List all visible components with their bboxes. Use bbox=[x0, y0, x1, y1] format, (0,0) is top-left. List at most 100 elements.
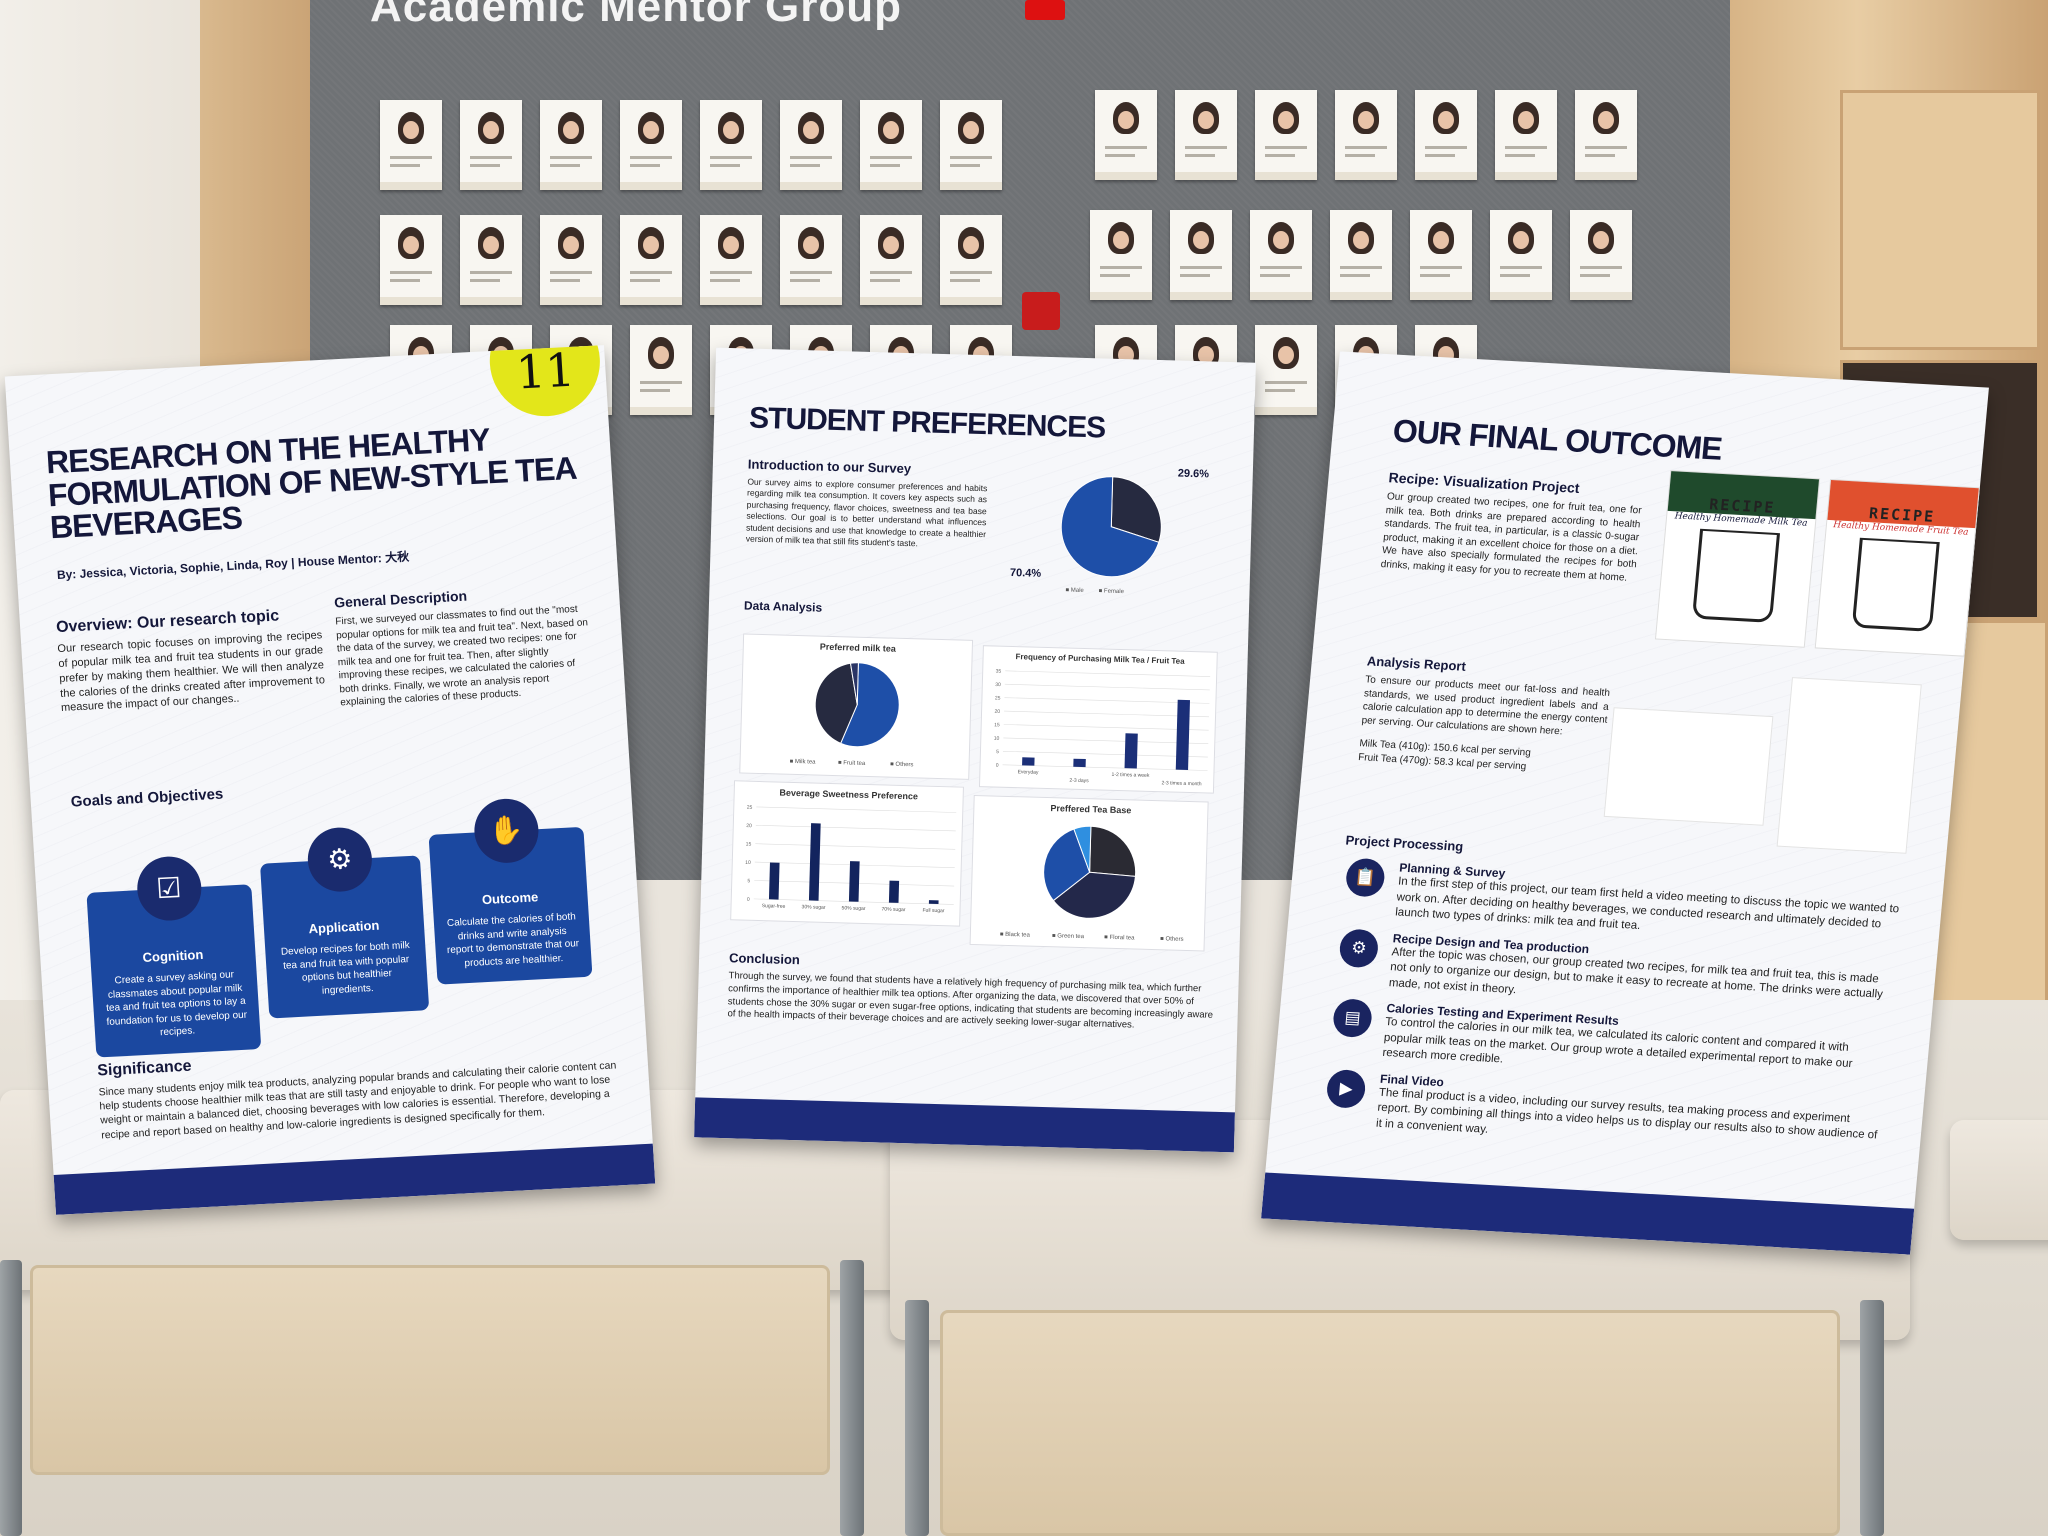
x-tick-label: 70% sugar bbox=[881, 906, 905, 913]
y-tick-label: 35 bbox=[996, 669, 1002, 675]
pie-slice-floral-tea bbox=[1043, 828, 1091, 902]
mentor-photo-card bbox=[540, 215, 602, 305]
x-tick-label: 30% sugar bbox=[802, 904, 826, 911]
poster-title: RESEARCH ON THE HEALTHY FORMULATION OF N… bbox=[44, 421, 577, 546]
mentor-photo-card bbox=[1090, 210, 1152, 300]
x-tick-label: 2-3 times a month bbox=[1161, 780, 1201, 787]
gridline bbox=[1004, 683, 1210, 691]
mentor-photo-card bbox=[1570, 210, 1632, 300]
mentor-photo-card bbox=[540, 100, 602, 190]
mentor-photo-card bbox=[630, 325, 692, 415]
gridline bbox=[755, 825, 956, 832]
x-tick-label: Sugar-free bbox=[762, 903, 786, 910]
gears-icon: ⚙ bbox=[1338, 927, 1380, 968]
x-tick-label: 50% sugar bbox=[841, 905, 865, 912]
goal-title: Application bbox=[308, 917, 380, 937]
mentor-photo-card bbox=[620, 215, 682, 305]
fire-alarm bbox=[1025, 0, 1065, 20]
mentor-photo-card bbox=[780, 215, 842, 305]
mentor-photo-card bbox=[1095, 90, 1157, 180]
goal-title: Outcome bbox=[481, 889, 539, 908]
mentor-photo-card bbox=[1175, 90, 1237, 180]
mentor-photo-card bbox=[1250, 210, 1312, 300]
mentor-photo-card bbox=[700, 215, 762, 305]
mentor-photo-card bbox=[460, 215, 522, 305]
y-tick-label: 25 bbox=[747, 805, 753, 811]
goal-card-outcome: ✋ Outcome Calculate the calories of both d… bbox=[428, 797, 593, 985]
comparison-tables-sheet bbox=[1776, 677, 1922, 854]
gridline bbox=[1003, 737, 1209, 744]
mentor-photo-card bbox=[1410, 210, 1472, 300]
legend-entry: ■ Milk tea bbox=[790, 759, 817, 766]
intro-text: Our survey aims to explore consumer pref… bbox=[745, 476, 988, 549]
analysis-text: To ensure our products meet our fat-loss… bbox=[1361, 674, 1611, 737]
preferred-milk-tea-chart: Preferred milk tea ■ Milk tea ■ Fruit tea ■… bbox=[739, 633, 974, 780]
y-tick-label: 5 bbox=[996, 749, 999, 755]
mentor-photo-card bbox=[380, 215, 442, 305]
y-tick-label: 0 bbox=[996, 763, 999, 769]
bar-2 bbox=[848, 861, 860, 902]
gridline bbox=[1003, 724, 1209, 731]
desk-leg bbox=[905, 1300, 929, 1536]
number-sticker: 11 bbox=[486, 345, 604, 419]
mentor-photo-card bbox=[1490, 210, 1552, 300]
gridline bbox=[1004, 697, 1210, 704]
legend-entry: ■ Male bbox=[1065, 587, 1084, 594]
desk-leg bbox=[840, 1260, 864, 1536]
mentor-photo-card bbox=[1255, 90, 1317, 180]
shelf-cubby bbox=[1840, 90, 2040, 350]
mentor-photo-card bbox=[460, 100, 522, 190]
recipe-text: Our group created two recipes, one for f… bbox=[1380, 491, 1643, 584]
video-play-icon: ▶ bbox=[1325, 1068, 1367, 1109]
recipe-card-milk-tea: RECIPE Healthy Homemade Milk Tea bbox=[1654, 470, 1821, 648]
x-tick-label: Everyday bbox=[1018, 769, 1040, 776]
cup-illustration bbox=[1851, 537, 1940, 632]
purchase-frequency-chart: Frequency of Purchasing Milk Tea / Fruit… bbox=[978, 645, 1218, 794]
pie-slice-milk-tea bbox=[840, 662, 900, 748]
y-tick-label: 15 bbox=[994, 722, 1000, 728]
bar-3 bbox=[888, 880, 900, 903]
desk-drawer bbox=[940, 1310, 1840, 1536]
mentor-photo-card bbox=[940, 215, 1002, 305]
goals-row: ☑ Cognition Create a survey asking our cla… bbox=[28, 724, 643, 1058]
mentor-photo-card bbox=[1495, 90, 1557, 180]
y-tick-label: 10 bbox=[745, 860, 751, 866]
goal-text: Create a survey asking our classmates ab… bbox=[105, 969, 248, 1039]
sweetness-chart: Beverage Sweetness Preference 0 5 10 15 20 25 S… bbox=[730, 780, 964, 927]
legend-entry: ■ Others bbox=[890, 762, 913, 769]
y-tick-label: 5 bbox=[747, 878, 750, 884]
mentor-photo-card bbox=[780, 100, 842, 190]
y-tick-label: 0 bbox=[747, 897, 750, 903]
gridline bbox=[1002, 751, 1208, 758]
x-tick-label: 2-3 days bbox=[1069, 778, 1089, 785]
bar-0 bbox=[1022, 757, 1035, 766]
mentor-photo-card bbox=[1335, 90, 1397, 180]
mentor-photo-card bbox=[1330, 210, 1392, 300]
y-tick-label: 25 bbox=[995, 695, 1001, 701]
y-tick-label: 20 bbox=[746, 823, 752, 829]
bar-1 bbox=[1073, 758, 1086, 768]
bar-0 bbox=[768, 862, 780, 900]
poster-research: 11 RESEARCH ON THE HEALTHY FORMULATION O… bbox=[4, 345, 656, 1215]
y-tick-label: 10 bbox=[994, 736, 1000, 742]
hand-chart-icon: ✋ bbox=[472, 797, 540, 865]
pie-slice-black-tea bbox=[1089, 825, 1137, 877]
data-analysis-heading: Data Analysis bbox=[743, 598, 823, 615]
x-tick-label: Full sugar bbox=[922, 908, 944, 915]
poster-title: STUDENT PREFERENCES bbox=[748, 401, 1106, 445]
byline: By: Jessica, Victoria, Sophie, Linda, Ro… bbox=[56, 549, 410, 583]
pie-slice-female bbox=[1060, 476, 1160, 578]
tea-base-chart: Preffered Tea Base ■ Black tea ■ Green tea… bbox=[969, 794, 1209, 952]
desk-edge bbox=[1950, 1120, 2048, 1240]
pie-slice-green-tea bbox=[1052, 871, 1136, 919]
mentor-photo-card bbox=[620, 100, 682, 190]
desk-leg bbox=[1860, 1300, 1884, 1536]
conclusion-text: Through the survey, we found that studen… bbox=[727, 970, 1214, 1031]
board-title: Academic Mentor Group bbox=[370, 0, 902, 31]
mentor-photo-card bbox=[1170, 210, 1232, 300]
mentor-photo-card bbox=[1415, 90, 1477, 180]
gridline bbox=[1002, 764, 1208, 771]
recipe-card-fruit-tea: RECIPE Healthy Homemade Fruit Tea bbox=[1814, 478, 1980, 657]
x-tick-label: 1-2 times a week bbox=[1112, 772, 1150, 779]
pie-slice-fruit-tea bbox=[814, 662, 858, 744]
